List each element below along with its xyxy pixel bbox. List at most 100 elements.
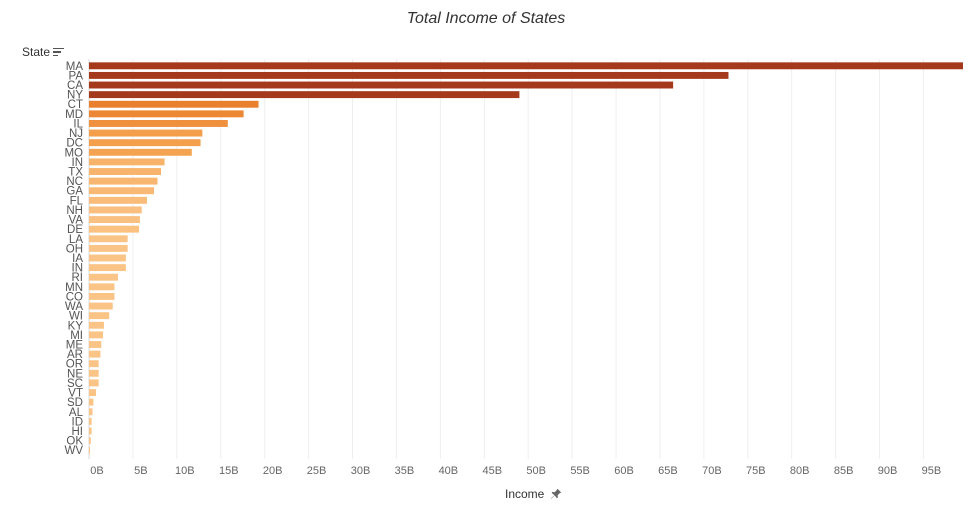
category-label: CO [66, 291, 83, 303]
bar-in[interactable] [89, 158, 165, 166]
category-label: WA [65, 301, 83, 313]
category-label: MD [65, 109, 83, 121]
income-axis-header[interactable]: Income [505, 487, 562, 501]
bar-sc[interactable] [89, 379, 99, 387]
bar-tx[interactable] [89, 168, 162, 175]
bar-ky[interactable] [89, 321, 104, 329]
category-label: AL [69, 407, 84, 419]
bar-ar[interactable] [89, 350, 101, 358]
category-label: HI [72, 426, 84, 438]
category-label: NJ [69, 128, 83, 140]
category-label: CA [67, 80, 83, 92]
bar-nj[interactable] [89, 129, 203, 137]
bar-hi[interactable] [89, 427, 92, 435]
x-tick-label: 30B [351, 465, 371, 477]
bar-nc[interactable] [89, 177, 158, 185]
sort-descending-icon[interactable] [53, 47, 65, 57]
bar-mi[interactable] [89, 331, 104, 339]
x-tick-label: 80B [790, 465, 810, 477]
pin-icon[interactable] [550, 488, 562, 500]
x-tick-label: 95B [922, 465, 942, 477]
bar-wv[interactable] [89, 446, 90, 454]
bar-sd[interactable] [89, 398, 94, 406]
bar-dc[interactable] [89, 139, 201, 147]
x-tick-label: 70B [702, 465, 722, 477]
bar-mn[interactable] [89, 283, 115, 291]
bar-pa[interactable] [89, 71, 729, 79]
bar-ia[interactable] [89, 254, 126, 262]
bar-md[interactable] [89, 110, 244, 118]
category-label: IA [72, 253, 83, 265]
bar-oh[interactable] [89, 244, 128, 252]
bar-ga[interactable] [89, 187, 155, 195]
bar-va[interactable] [89, 216, 140, 224]
category-label: FL [70, 195, 84, 207]
bar-wi[interactable] [89, 312, 110, 320]
x-tick-label: 65B [658, 465, 678, 477]
category-label: VT [68, 388, 83, 400]
category-label: MI [70, 330, 83, 342]
category-label: IN [72, 157, 84, 169]
bar-nh[interactable] [89, 206, 142, 214]
bar-co[interactable] [89, 292, 115, 300]
bar-ca[interactable] [89, 81, 674, 89]
category-label: OR [66, 359, 83, 371]
x-tick-label: 25B [307, 465, 327, 477]
chart-title: Total Income of States [406, 10, 566, 27]
state-dimension-header[interactable]: State [22, 45, 65, 59]
category-label: NE [67, 368, 83, 380]
bar-vt[interactable] [89, 389, 97, 396]
x-axis-label: Income [505, 487, 545, 501]
category-label: CT [68, 99, 83, 111]
x-tick-label: 75B [746, 465, 766, 477]
state-axis-label: State [22, 45, 51, 59]
category-label: NY [67, 90, 83, 102]
bar-al[interactable] [89, 408, 93, 416]
x-tick-label: 40B [439, 465, 459, 477]
bar-ne[interactable] [89, 369, 99, 377]
x-tick-label: 5B [134, 465, 147, 477]
category-label: IL [73, 118, 83, 130]
category-label: GA [66, 186, 83, 198]
x-tick-label: 60B [614, 465, 634, 477]
bar-ri[interactable] [89, 273, 118, 281]
x-tick-label: 20B [263, 465, 283, 477]
x-tick-label: 15B [219, 465, 239, 477]
category-label: PA [69, 70, 84, 82]
category-label: ME [66, 339, 84, 351]
category-label: LA [69, 234, 83, 246]
category-label: RI [72, 272, 84, 284]
gridlines [88, 59, 924, 459]
bar-wa[interactable] [89, 302, 113, 310]
bar-id[interactable] [89, 417, 92, 425]
x-tick-label: 85B [834, 465, 854, 477]
bar-ny[interactable] [89, 91, 520, 99]
category-label: TX [68, 167, 83, 179]
bar-me[interactable] [89, 341, 102, 348]
bar-mo[interactable] [89, 148, 192, 156]
bar-fl[interactable] [89, 196, 147, 204]
x-tick-label: 0B [90, 465, 103, 477]
bar-il[interactable] [89, 120, 228, 127]
x-tick-label: 10B [175, 465, 195, 477]
bar-ct[interactable] [89, 100, 259, 108]
category-label: VA [69, 215, 84, 227]
category-label: WV [64, 445, 83, 457]
category-label: IN [72, 263, 84, 275]
category-label: WI [69, 311, 83, 323]
category-label: OK [66, 436, 83, 448]
bar-de[interactable] [89, 225, 140, 233]
category-label: OH [66, 243, 83, 255]
category-label: MA [66, 61, 84, 73]
bar-la[interactable] [89, 235, 128, 243]
category-label: MO [64, 147, 83, 159]
x-tick-label: 50B [526, 465, 546, 477]
bar-or[interactable] [89, 360, 99, 368]
category-label: NC [66, 176, 83, 188]
bar-ma[interactable] [89, 62, 963, 70]
bar-in[interactable] [89, 264, 126, 272]
bar-ok[interactable] [89, 437, 91, 445]
category-label: MN [65, 282, 83, 294]
category-label: SC [67, 378, 83, 390]
